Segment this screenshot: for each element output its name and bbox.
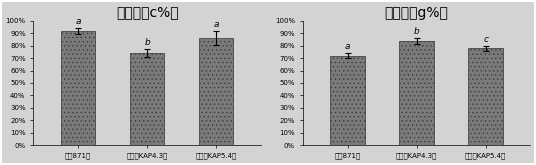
Bar — [199, 38, 234, 145]
Title: 固色率（g%）: 固色率（g%） — [385, 6, 449, 20]
Bar — [399, 41, 434, 145]
Text: a: a — [345, 42, 351, 51]
Title: 上染率（c%）: 上染率（c%） — [116, 6, 178, 20]
Text: c: c — [483, 35, 488, 44]
Bar — [330, 56, 365, 145]
Text: b: b — [414, 27, 420, 36]
Text: a: a — [213, 20, 219, 29]
Text: b: b — [144, 38, 150, 48]
Bar — [468, 48, 503, 145]
Text: a: a — [76, 17, 81, 26]
Bar — [61, 31, 95, 145]
Bar — [130, 53, 165, 145]
